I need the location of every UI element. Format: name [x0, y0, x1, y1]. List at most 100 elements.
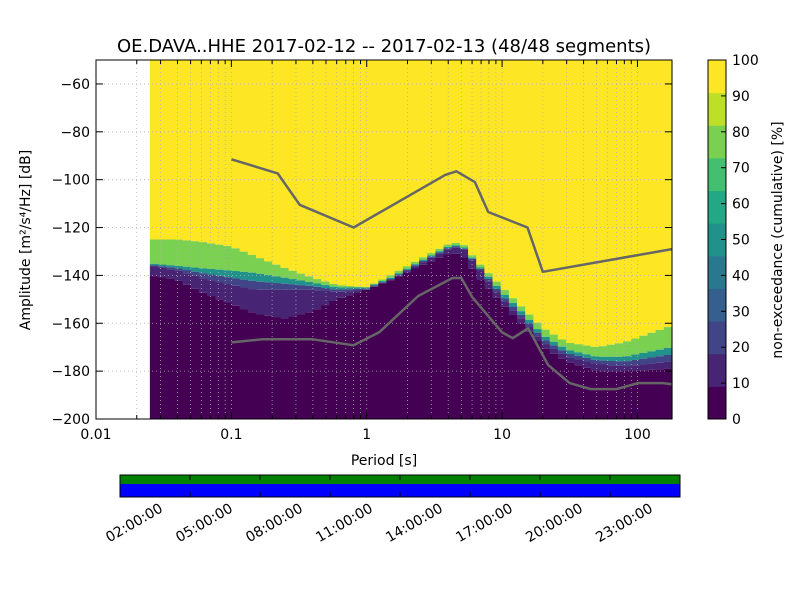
heatmap-cell	[329, 60, 339, 284]
heatmap-cell	[166, 278, 175, 419]
heatmap-cell	[516, 306, 526, 312]
heatmap-cell	[174, 280, 184, 419]
heatmap-cell	[492, 281, 502, 286]
heatmap-cell	[476, 264, 485, 268]
timeline-strip: 02:00:00 05:00:00 08:00:00 11:00:00 14:00:00…	[103, 474, 681, 546]
heatmap-cell	[557, 339, 567, 347]
heatmap-cell	[321, 60, 330, 282]
heatmap-cell	[345, 291, 355, 296]
heatmap-cell	[182, 270, 192, 274]
heatmap-cell	[525, 331, 534, 419]
heatmap-cell	[198, 60, 208, 243]
heatmap-cell	[353, 292, 363, 419]
heatmap-cell	[574, 352, 583, 356]
heatmap-cell	[247, 289, 257, 313]
heatmap-cell	[223, 277, 233, 285]
heatmap-cell	[606, 360, 616, 366]
heatmap-cell	[321, 281, 330, 286]
heatmap-cell	[500, 60, 510, 291]
heatmap-cell	[541, 344, 551, 349]
heatmap-cell	[223, 270, 233, 278]
heatmap-cell	[198, 278, 208, 293]
heatmap-cell	[663, 60, 673, 328]
colorbar-segment	[708, 157, 726, 192]
heatmap-cell	[182, 284, 192, 419]
heatmap-cell	[549, 345, 559, 349]
x-axis: 0.01 0.1 1 10 100	[80, 60, 651, 443]
heatmap-cell	[215, 282, 224, 300]
heatmap-cell	[663, 327, 673, 349]
heatmap-cell	[459, 249, 469, 258]
heatmap-cell	[329, 283, 339, 287]
heatmap-cell	[337, 287, 347, 290]
heatmap-cell	[492, 285, 502, 289]
heatmap-cell	[337, 289, 347, 292]
heatmap-cell	[247, 272, 257, 281]
heatmap-cell	[525, 323, 534, 328]
heatmap-cell	[272, 264, 281, 277]
heatmap-cell	[288, 284, 298, 290]
heatmap-cell	[614, 361, 624, 366]
heatmap-cell	[264, 289, 273, 316]
heatmap-cell	[329, 286, 339, 290]
heatmap-cell	[223, 246, 233, 271]
heatmap-cell	[598, 356, 608, 361]
heatmap-cell	[313, 309, 322, 419]
heatmap-cell	[353, 290, 363, 293]
heatmap-cell	[516, 60, 526, 307]
heatmap-cell	[272, 276, 281, 284]
plot-title: OE.DAVA..HHE 2017-02-12 -- 2017-02-13 (4…	[117, 36, 651, 57]
heatmap-cell	[215, 269, 224, 276]
heatmap-cell	[206, 60, 216, 244]
heatmap-cell	[345, 295, 355, 419]
heatmap-cell	[525, 60, 534, 315]
heatmap-cell	[410, 60, 420, 262]
heatmap-cell	[606, 371, 616, 419]
y-tick-label: −180	[52, 364, 90, 380]
heatmap-cell	[255, 289, 265, 315]
heatmap-cell	[459, 257, 469, 419]
heatmap-cell	[288, 270, 298, 280]
heatmap-cell	[598, 364, 608, 372]
heatmap-cell	[508, 306, 518, 311]
heatmap-cell	[239, 60, 249, 252]
heatmap-cell	[394, 60, 404, 271]
x-tick-label: 10	[493, 427, 511, 443]
heatmap-cell	[264, 60, 273, 262]
heatmap-cell	[378, 60, 388, 280]
heatmap-cell	[565, 357, 575, 363]
heatmap-cell	[639, 60, 649, 336]
heatmap-cell	[223, 302, 233, 419]
heatmap-cell	[255, 273, 265, 282]
heatmap-cell	[288, 60, 298, 271]
heatmap-cell	[361, 287, 371, 289]
heatmap-cell	[304, 285, 314, 290]
heatmap-cell	[296, 273, 306, 281]
y-tick-label: −140	[52, 268, 90, 284]
heatmap-cell	[158, 277, 167, 419]
heatmap-cell	[296, 280, 306, 286]
heatmap-cell	[386, 275, 396, 278]
heatmap-cell	[647, 363, 657, 370]
heatmap-cell	[394, 276, 404, 419]
heatmap-cell	[149, 239, 159, 264]
heatmap-cell	[582, 354, 592, 358]
heatmap-cell	[419, 257, 428, 260]
heatmap-cell	[451, 245, 461, 247]
heatmap-cell	[574, 355, 583, 360]
heatmap-cell	[565, 362, 575, 419]
heatmap-cell	[361, 289, 371, 419]
heatmap-cell	[329, 300, 339, 419]
heatmap-cell	[288, 316, 298, 419]
y-tick-label: −60	[60, 77, 90, 93]
heatmap-cell	[590, 346, 600, 357]
heatmap-cell	[598, 346, 608, 357]
heatmap-cell	[533, 336, 543, 342]
x-axis-label: Period [s]	[351, 453, 417, 469]
heatmap-cell	[500, 302, 510, 307]
heatmap-cell	[549, 353, 559, 419]
heatmap-cell	[484, 273, 494, 277]
heatmap-cell	[337, 297, 347, 419]
heatmap-cell	[443, 244, 453, 247]
